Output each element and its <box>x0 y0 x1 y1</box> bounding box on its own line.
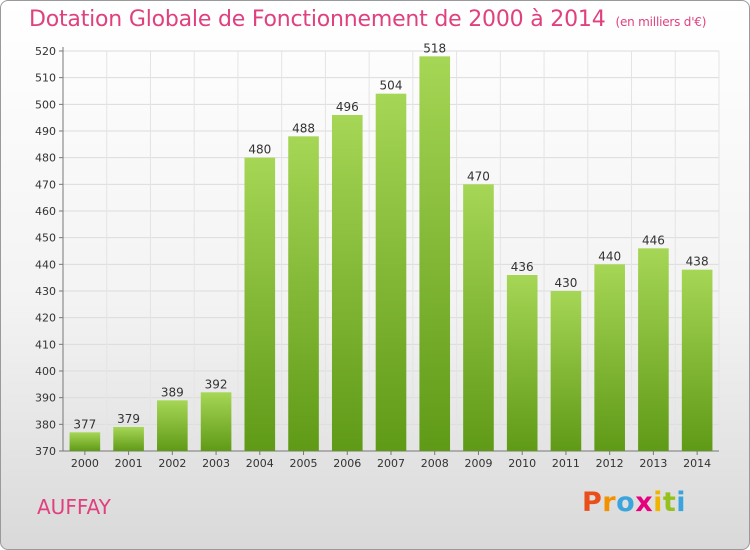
bar-2013 <box>638 248 669 451</box>
x-tick-label-2005: 2005 <box>290 457 318 470</box>
x-tick-label-2009: 2009 <box>464 457 492 470</box>
bar-2006 <box>331 115 363 451</box>
bar-2007 <box>375 93 407 452</box>
y-tick-label: 510 <box>35 72 56 85</box>
y-tick-label: 440 <box>35 258 56 271</box>
data-label-2005: 488 <box>292 121 315 135</box>
bar-2004 <box>244 157 276 451</box>
y-tick-labels: 370 380 390 400 410 420 430 440 450 460 470 480 490 5… <box>35 45 56 458</box>
x-tick-label-2011: 2011 <box>552 457 580 470</box>
y-tick-label: 420 <box>35 312 56 325</box>
bar-2002 <box>157 400 188 451</box>
y-tick-label: 370 <box>35 445 56 458</box>
x-tick-label-2010: 2010 <box>508 457 536 470</box>
logo-letter: i <box>676 487 687 518</box>
x-tick-label-2008: 2008 <box>421 457 449 470</box>
x-tick-label-2004: 2004 <box>246 457 274 470</box>
data-label-2014: 438 <box>686 255 709 269</box>
y-tick-label: 460 <box>35 205 56 218</box>
data-label-2013: 446 <box>642 233 665 247</box>
data-label-2010: 436 <box>511 260 534 274</box>
bars <box>69 56 713 452</box>
data-label-2008: 518 <box>423 41 446 55</box>
y-tick-label: 480 <box>35 152 56 165</box>
data-label-2000: 377 <box>73 417 96 431</box>
x-tick-label-2000: 2000 <box>71 457 99 470</box>
data-labels: 377 379 389 392 480 488 496 504 518 470 436 430 440 4… <box>73 41 708 431</box>
data-label-2012: 440 <box>598 249 621 263</box>
x-tick-label-2006: 2006 <box>333 457 361 470</box>
bar-2003 <box>200 392 232 451</box>
chart-unit: (en milliers d'€) <box>615 15 707 29</box>
x-tick-labels: 2000 2001 2002 2003 2004 2005 2006 2007 2008 2009… <box>71 457 711 470</box>
data-label-2006: 496 <box>336 100 359 114</box>
data-label-2007: 504 <box>380 79 403 93</box>
data-label-2003: 392 <box>205 377 228 391</box>
y-tick-label: 400 <box>35 365 56 378</box>
proxiti-logo[interactable]: Proxiti <box>582 487 686 518</box>
data-label-2002: 389 <box>161 385 184 399</box>
x-tick-label-2007: 2007 <box>377 457 405 470</box>
y-tick-label: 500 <box>35 98 56 111</box>
y-tick-label: 520 <box>35 45 56 58</box>
y-tick-label: 410 <box>35 338 56 351</box>
bar-2011 <box>550 291 582 451</box>
bar-2010 <box>506 275 538 451</box>
x-tick-label-2003: 2003 <box>202 457 230 470</box>
y-tick-label: 380 <box>35 418 56 431</box>
logo-letter: t <box>662 487 677 518</box>
data-label-2009: 470 <box>467 169 490 183</box>
x-tick-label-2013: 2013 <box>639 457 667 470</box>
x-tick-label-2001: 2001 <box>115 457 143 470</box>
logo-letter: r <box>602 487 617 518</box>
logo-letter: o <box>616 487 636 518</box>
y-tick-label: 430 <box>35 285 56 298</box>
bar-2000 <box>69 432 101 451</box>
commune-name: AUFFAY <box>37 495 111 519</box>
x-tick-label-2012: 2012 <box>596 457 624 470</box>
x-tick-label-2014: 2014 <box>683 457 711 470</box>
bar-2014 <box>681 269 713 451</box>
bar-2005 <box>288 136 319 452</box>
x-tick-label-2002: 2002 <box>158 457 186 470</box>
logo-letter: P <box>582 487 603 518</box>
y-tick-label: 470 <box>35 178 56 191</box>
data-label-2004: 480 <box>248 143 271 157</box>
data-label-2001: 379 <box>117 412 140 426</box>
data-label-2011: 430 <box>554 276 577 290</box>
chart-title: Dotation Globale de Fonctionnement de 20… <box>29 7 706 32</box>
logo-letter: x <box>635 487 654 518</box>
y-tick-label: 490 <box>35 125 56 138</box>
logo-letter: i <box>653 487 663 518</box>
chart-title-text: Dotation Globale de Fonctionnement de 20… <box>29 7 606 32</box>
y-tick-label: 450 <box>35 232 56 245</box>
bar-2001 <box>113 427 144 451</box>
y-tick-label: 390 <box>35 392 56 405</box>
bar-2012 <box>594 264 625 451</box>
bar-2008 <box>419 56 451 451</box>
bar-2009 <box>463 184 494 452</box>
